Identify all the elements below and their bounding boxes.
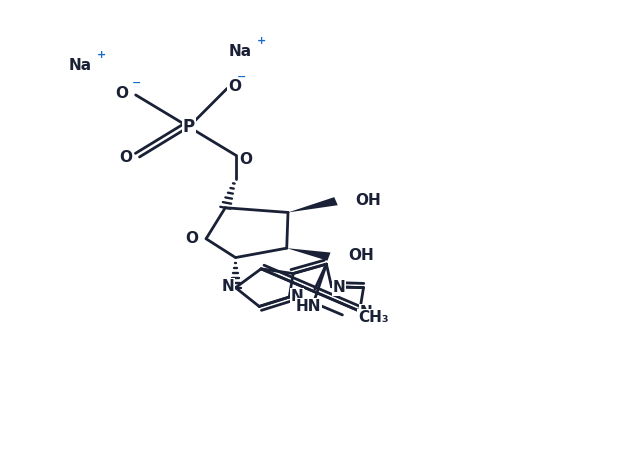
Text: +: + xyxy=(97,50,106,61)
Text: N: N xyxy=(360,305,372,320)
Text: N: N xyxy=(221,279,234,294)
Text: N: N xyxy=(333,280,346,295)
Text: −: − xyxy=(132,78,141,88)
Text: −: − xyxy=(237,71,246,82)
Text: O: O xyxy=(115,86,128,102)
Text: Na: Na xyxy=(68,58,92,73)
Text: O: O xyxy=(186,231,198,246)
Text: O: O xyxy=(228,79,241,94)
Text: N: N xyxy=(291,289,303,304)
Text: Na: Na xyxy=(228,44,252,59)
Text: P: P xyxy=(183,118,195,136)
Text: CH₃: CH₃ xyxy=(358,310,389,325)
Text: O: O xyxy=(239,152,252,167)
Polygon shape xyxy=(288,197,338,212)
Text: O: O xyxy=(119,150,132,165)
Text: OH: OH xyxy=(355,193,381,208)
Text: +: + xyxy=(257,36,266,47)
Polygon shape xyxy=(287,248,330,261)
Text: HN: HN xyxy=(296,299,321,314)
Text: OH: OH xyxy=(348,248,374,263)
